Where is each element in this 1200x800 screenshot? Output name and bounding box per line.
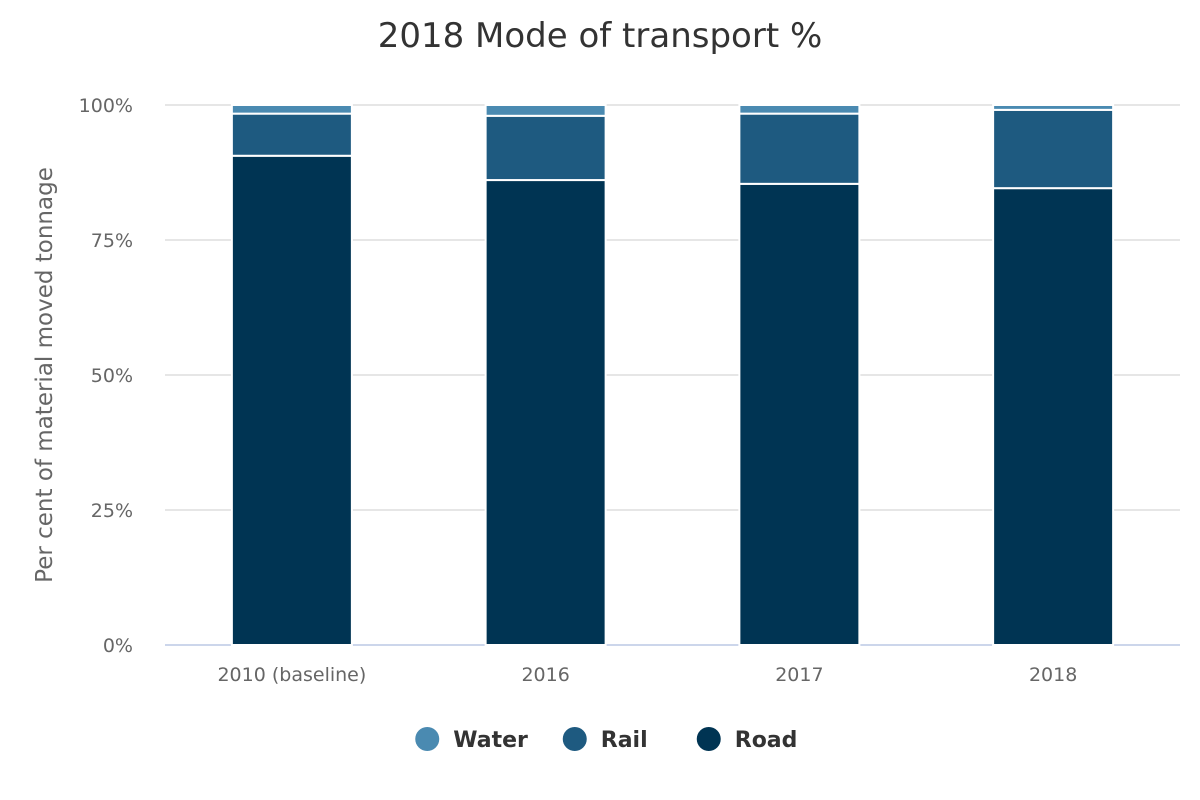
y-tick-label: 50%	[91, 365, 133, 387]
y-tick-label: 25%	[91, 500, 133, 522]
legend-marker	[415, 727, 440, 751]
bar-segment-water[interactable]	[738, 104, 861, 115]
legend-label: Road	[735, 728, 798, 753]
y-tick-label: 0%	[103, 635, 133, 657]
legend-label: Water	[453, 728, 528, 753]
legend-item-water[interactable]: Water	[415, 727, 528, 753]
x-tick-label: 2010 (baseline)	[217, 664, 366, 686]
legend-item-rail[interactable]: Rail	[562, 727, 648, 753]
bar-segment-road[interactable]	[230, 154, 353, 646]
bar-segment-road[interactable]	[738, 182, 861, 646]
bar-segment-water[interactable]	[230, 104, 353, 115]
x-tick-label: 2018	[1029, 664, 1077, 686]
bar-segment-rail[interactable]	[992, 108, 1115, 190]
y-axis-ticks: 0% 25% 50% 75% 100%	[79, 95, 133, 657]
chart-title: 2018 Mode of transport %	[378, 16, 823, 56]
bar-segment-road[interactable]	[992, 187, 1115, 646]
y-tick-label: 100%	[79, 95, 133, 117]
x-tick-label: 2017	[775, 664, 823, 686]
legend-item-road[interactable]: Road	[696, 727, 798, 753]
bar-segment-water[interactable]	[484, 104, 607, 117]
legend-marker	[696, 727, 721, 751]
legend-label: Rail	[601, 728, 648, 753]
x-axis-ticks: 2010 (baseline) 2016 2017 2018	[217, 664, 1077, 686]
bar-segment-rail[interactable]	[738, 112, 861, 185]
legend-marker	[562, 727, 587, 751]
bars	[230, 104, 1115, 646]
legend[interactable]: Water Rail Road	[415, 727, 797, 753]
bar-segment-rail[interactable]	[484, 114, 607, 182]
y-axis-title: Per cent of material moved tonnage	[32, 167, 58, 583]
bar-segment-rail[interactable]	[230, 112, 353, 157]
y-tick-label: 75%	[91, 230, 133, 252]
bar-segment-road[interactable]	[484, 179, 607, 646]
x-tick-label: 2016	[521, 664, 569, 686]
bar-segment-water[interactable]	[992, 104, 1115, 111]
